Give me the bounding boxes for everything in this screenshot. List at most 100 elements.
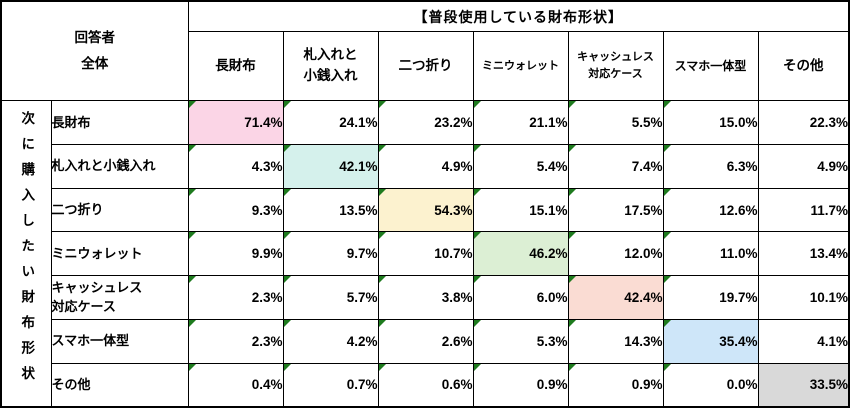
cell-value: 12.6%: [719, 202, 758, 218]
cell-error-indicator-icon: [284, 320, 291, 327]
cell-error-indicator-icon: [284, 189, 291, 196]
cell-error-indicator-icon: [189, 276, 196, 284]
cell-value: 5.4%: [536, 158, 568, 174]
data-cell: 21.1%: [472, 100, 569, 145]
row-header-label: スマホ一体型: [51, 333, 130, 349]
cell-error-indicator-icon: [664, 364, 671, 371]
data-cell: 14.3%: [567, 318, 664, 364]
data-cell: 54.3%: [377, 187, 474, 233]
cell-value: 6.3%: [726, 158, 758, 174]
table-row: その他 0.4% 0.7% 0.6% 0.9% 0.9% 0.0% 33.5%: [1, 362, 850, 408]
cell-error-indicator-icon: [189, 232, 196, 240]
cell-error-indicator-icon: [569, 232, 576, 240]
cell-value: 23.2%: [434, 115, 473, 131]
row-header: スマホ一体型: [50, 318, 189, 364]
data-cell: 23.2%: [377, 100, 474, 145]
cell-value: 6.0%: [536, 290, 568, 306]
column-header-label: 札入れと: [303, 47, 358, 63]
cell-error-indicator-icon: [189, 364, 196, 371]
row-header-label: その他: [51, 376, 91, 392]
row-header-label: 対応ケース: [51, 298, 116, 314]
row-header-label: キャッシュレス: [51, 280, 143, 296]
cell-error-indicator-icon: [379, 364, 386, 371]
data-cell: 24.1%: [282, 100, 379, 145]
data-cell: 15.1%: [472, 187, 569, 233]
cell-error-indicator-icon: [474, 145, 481, 152]
cell-value: 0.7%: [346, 377, 378, 393]
row-header-label: 長財布: [51, 114, 91, 130]
cell-value: 42.4%: [624, 290, 663, 306]
data-cell: 17.5%: [567, 187, 664, 233]
cell-value: 12.0%: [624, 246, 663, 262]
column-group-title: 【普段使用している財布形状】: [187, 0, 850, 33]
data-cell: 35.4%: [662, 318, 759, 364]
column-header-label: その他: [783, 57, 824, 73]
row-header: キャッシュレス 対応ケース: [50, 275, 189, 320]
cell-error-indicator-icon: [569, 189, 576, 196]
data-cell: 5.4%: [472, 143, 569, 189]
cell-value: 22.3%: [809, 115, 848, 131]
row-header-label: 札入れと小銭入れ: [51, 158, 156, 174]
cell-error-indicator-icon: [569, 101, 576, 109]
cell-value: 4.1%: [817, 333, 848, 349]
row-header: 二つ折り: [50, 187, 189, 233]
cell-value: 13.4%: [809, 246, 848, 262]
data-cell: 4.2%: [282, 318, 379, 364]
cell-value: 54.3%: [434, 202, 473, 218]
data-cell: 12.6%: [662, 187, 759, 233]
column-header-label: スマホ一体型: [674, 58, 747, 73]
cell-value: 21.1%: [529, 115, 568, 131]
cell-error-indicator-icon: [284, 101, 291, 109]
cell-error-indicator-icon: [284, 276, 291, 284]
row-group-title-cell: 次に購入したい財布形状: [0, 100, 52, 408]
cell-error-indicator-icon: [284, 145, 291, 152]
cell-value: 24.1%: [339, 115, 378, 131]
table-row: 次に購入したい財布形状 長財布 71.4% 24.1% 23.2% 21.1% 5.5% 15…: [0, 100, 850, 408]
cell-value: 35.4%: [719, 333, 758, 349]
cell-value: 9.3%: [251, 202, 283, 218]
cell-error-indicator-icon: [189, 101, 196, 109]
cell-value: 0.0%: [726, 377, 758, 393]
cell-value: 46.2%: [529, 246, 568, 262]
cell-value: 10.7%: [434, 246, 473, 262]
cell-value: 0.4%: [251, 377, 283, 393]
table-row: スマホ一体型 2.3% 4.2% 2.6% 5.3% 14.3% 35.4% 4.1%: [1, 318, 850, 364]
cell-error-indicator-icon: [284, 364, 291, 371]
cell-error-indicator-icon: [664, 232, 671, 240]
cell-value: 5.5%: [631, 115, 663, 131]
cell-error-indicator-icon: [569, 145, 576, 152]
column-header-label: 対応ケース: [588, 68, 643, 81]
data-cell: 4.9%: [757, 143, 850, 189]
cell-value: 4.2%: [346, 333, 378, 349]
column-header-label: 小銭入れ: [303, 68, 358, 84]
data-cell: 0.9%: [472, 362, 569, 408]
data-cell: 46.2%: [472, 231, 569, 277]
data-cell: 4.1%: [757, 318, 850, 364]
data-cell: 9.9%: [187, 231, 284, 277]
cell-value: 13.5%: [339, 202, 378, 218]
column-header: 札入れと 小銭入れ: [282, 31, 379, 102]
cell-error-indicator-icon: [664, 189, 671, 196]
cell-value: 9.7%: [346, 246, 378, 262]
cell-value: 2.6%: [441, 333, 473, 349]
data-cell: 0.7%: [282, 362, 379, 408]
column-header-label: ミニウォレット: [482, 59, 559, 72]
cell-value: 11.7%: [810, 202, 848, 218]
column-header: その他: [757, 31, 850, 102]
column-header-label: 長財布: [215, 57, 256, 73]
column-header: スマホ一体型: [662, 31, 759, 102]
cell-value: 4.9%: [441, 158, 473, 174]
row-group-title: 次に購入したい財布形状: [19, 110, 35, 392]
cell-error-indicator-icon: [379, 189, 386, 196]
cell-error-indicator-icon: [189, 145, 196, 152]
data-cell: 10.1%: [757, 275, 850, 320]
cell-error-indicator-icon: [474, 101, 481, 109]
data-cell: 2.3%: [187, 275, 284, 320]
cell-value: 5.3%: [536, 333, 568, 349]
data-cell: 22.3%: [757, 100, 850, 145]
cell-value: 11.0%: [719, 246, 758, 262]
cell-value: 42.1%: [339, 158, 378, 174]
data-cell: 4.3%: [187, 143, 284, 189]
data-cell: 0.0%: [662, 362, 759, 408]
table-row: キャッシュレス 対応ケース 2.3% 5.7% 3.8% 6.0% 42.4% 19.7% 10…: [1, 275, 850, 320]
